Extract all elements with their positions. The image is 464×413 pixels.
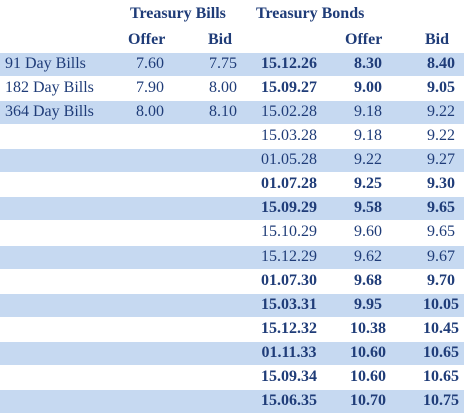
bond-date: 01.07.28 [261, 175, 317, 193]
row-background [0, 244, 464, 270]
row-background [0, 364, 464, 390]
bond-bid: 10.65 [423, 367, 459, 385]
bond-date: 15.12.32 [261, 319, 317, 337]
bond-bid: 10.45 [423, 319, 459, 337]
bond-bid: 9.22 [427, 127, 455, 145]
column-header: Bid [208, 31, 233, 48]
row-background [0, 172, 464, 198]
bond-offer: 10.60 [350, 367, 386, 385]
bond-offer: 9.58 [354, 199, 382, 217]
bills-title: Treasury Bills [130, 5, 226, 22]
bond-date: 15.09.29 [261, 199, 317, 217]
bond-offer: 9.95 [354, 295, 382, 313]
row-background [0, 196, 464, 222]
bond-date: 15.12.29 [261, 247, 317, 265]
bond-offer: 9.25 [354, 175, 382, 193]
row-background [0, 52, 464, 77]
row-background [0, 292, 464, 318]
bond-bid: 9.67 [427, 247, 455, 265]
bond-offer: 10.70 [350, 391, 386, 409]
row-background [0, 340, 464, 366]
bond-date: 15.09.34 [261, 367, 317, 385]
bond-offer: 10.60 [350, 343, 386, 361]
bill-label: 91 Day Bills [5, 55, 86, 72]
row-background [0, 316, 464, 342]
bond-bid: 10.75 [423, 391, 459, 409]
bill-offer: 7.60 [136, 55, 164, 72]
bond-offer: 9.18 [354, 103, 382, 121]
column-header: Offer [345, 31, 383, 48]
row-background [0, 268, 464, 294]
bond-offer: 9.18 [354, 127, 382, 145]
bond-bid: 9.70 [427, 271, 455, 289]
bond-date: 15.12.26 [261, 55, 317, 72]
bond-date: 01.07.30 [261, 271, 317, 289]
bill-label: 364 Day Bills [5, 103, 94, 121]
bond-bid: 9.30 [427, 175, 455, 193]
bond-date: 15.06.35 [261, 391, 317, 409]
bond-date: 01.05.28 [261, 151, 317, 169]
bond-offer: 8.30 [354, 55, 382, 72]
bond-bid: 8.40 [427, 55, 455, 72]
bond-bid: 9.05 [427, 79, 455, 97]
bond-offer: 9.62 [354, 247, 382, 265]
bond-date: 15.02.28 [261, 103, 317, 121]
bill-offer: 7.90 [136, 79, 164, 97]
bill-label: 182 Day Bills [5, 79, 94, 97]
bond-offer: 9.22 [354, 151, 382, 169]
bond-bid: 9.65 [427, 223, 455, 241]
bond-offer: 9.68 [354, 271, 382, 289]
row-background [0, 76, 464, 102]
bond-bid: 9.27 [427, 151, 455, 169]
row-background [0, 100, 464, 126]
bond-bid: 10.65 [423, 343, 459, 361]
bond-bid: 9.65 [427, 199, 455, 217]
bond-date: 15.03.31 [261, 295, 317, 313]
bond-date: 01.11.33 [261, 343, 317, 361]
bill-bid: 7.75 [209, 55, 237, 72]
bond-bid: 9.22 [427, 103, 455, 121]
column-header: Offer [128, 31, 166, 48]
bond-offer: 9.60 [354, 223, 382, 241]
row-background [0, 388, 464, 413]
bond-date: 15.10.29 [261, 223, 317, 241]
bill-bid: 8.10 [209, 103, 237, 121]
bond-bid: 10.05 [423, 295, 459, 313]
column-header: Bid [425, 31, 450, 48]
bond-date: 15.03.28 [261, 127, 317, 145]
bond-offer: 9.00 [354, 79, 382, 97]
bond-date: 15.09.27 [261, 79, 317, 97]
bill-offer: 8.00 [136, 103, 164, 121]
bill-bid: 8.00 [209, 79, 237, 97]
row-background [0, 124, 464, 150]
row-background [0, 148, 464, 174]
row-background [0, 220, 464, 246]
bond-offer: 10.38 [350, 319, 386, 337]
bonds-title: Treasury Bonds [256, 5, 365, 22]
